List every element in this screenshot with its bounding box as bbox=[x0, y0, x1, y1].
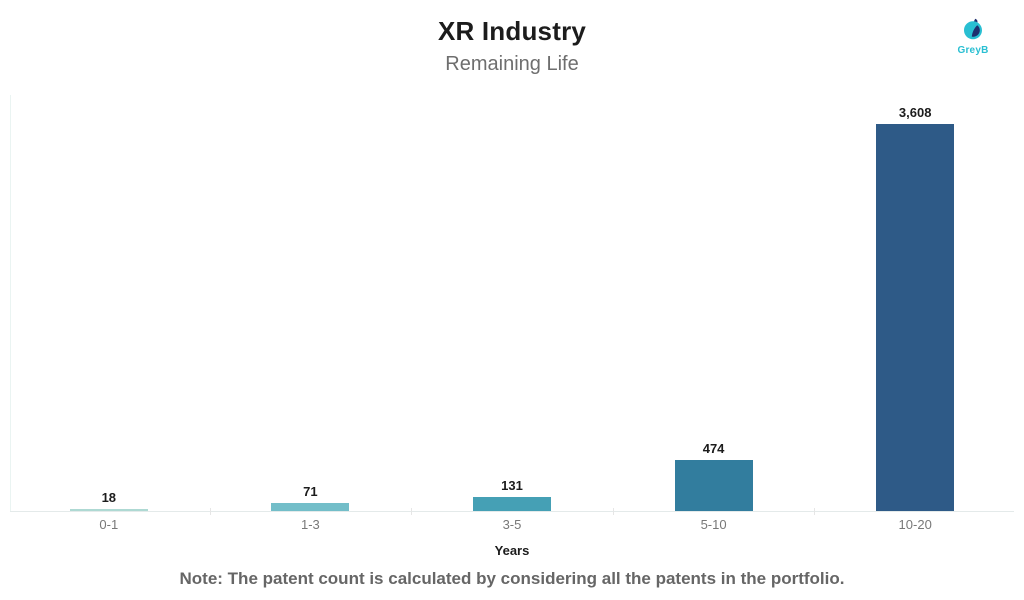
chart-title: XR Industry bbox=[437, 16, 587, 46]
x-axis-label-3-5: 3-5 bbox=[502, 517, 522, 532]
chart-header: XR Industry Remaining Life bbox=[0, 16, 1024, 76]
greyb-logo: GreyB bbox=[948, 18, 998, 56]
x-axis-label-5-10: 5-10 bbox=[700, 517, 727, 532]
bar-5-10[interactable] bbox=[674, 460, 753, 511]
bar-3-5[interactable] bbox=[472, 497, 551, 511]
chart-subtitle: Remaining Life bbox=[445, 53, 579, 75]
footer-note: Note: The patent count is calculated by … bbox=[179, 569, 845, 588]
bar-value-label: 18 bbox=[101, 490, 117, 505]
bar-value-label: 131 bbox=[501, 478, 523, 493]
brand-name: GreyB bbox=[957, 45, 989, 56]
bar-column: 18 bbox=[8, 100, 210, 511]
bar-value-label: 71 bbox=[303, 484, 318, 499]
axis-tick bbox=[814, 508, 816, 515]
bar-column: 71 bbox=[210, 100, 412, 511]
bar-1-3[interactable] bbox=[271, 503, 350, 511]
axis-tick bbox=[209, 508, 211, 515]
bar-0-1[interactable] bbox=[69, 509, 148, 511]
bar-column: 474 bbox=[613, 100, 815, 511]
x-axis-labels: 0-1 1-3 3-5 5-10 10-20 bbox=[8, 517, 1016, 532]
bar-10-20[interactable] bbox=[876, 124, 955, 511]
greyb-bird-icon bbox=[964, 18, 982, 40]
bar-value-label: 3,608 bbox=[898, 105, 932, 120]
x-axis-label-10-20: 10-20 bbox=[898, 517, 932, 532]
axis-tick bbox=[612, 508, 614, 515]
x-axis-line bbox=[10, 511, 1014, 512]
x-axis-title: Years bbox=[494, 543, 530, 558]
plot-area: 18 71 131 474 3,608 bbox=[8, 100, 1016, 511]
x-axis-label-0-1: 0-1 bbox=[99, 517, 119, 532]
bar-column: 3,608 bbox=[814, 100, 1016, 511]
bar-column: 131 bbox=[411, 100, 613, 511]
x-axis-label-1-3: 1-3 bbox=[300, 517, 320, 532]
axis-tick bbox=[411, 508, 413, 515]
bar-value-label: 474 bbox=[702, 441, 725, 456]
y-axis-line bbox=[10, 95, 11, 512]
